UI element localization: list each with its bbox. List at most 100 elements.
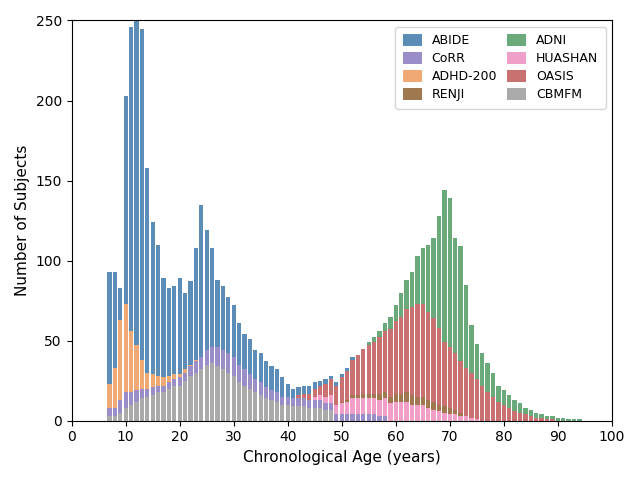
Bar <box>145 372 149 389</box>
Bar <box>485 392 490 421</box>
Bar <box>426 245 430 312</box>
Bar <box>243 334 246 370</box>
Bar <box>291 398 295 406</box>
Bar <box>334 382 339 385</box>
Bar <box>156 245 160 376</box>
Bar <box>356 414 360 421</box>
Bar <box>140 28 144 360</box>
Bar <box>513 411 516 421</box>
Bar <box>302 385 306 394</box>
Bar <box>491 372 495 396</box>
Bar <box>183 370 188 372</box>
Bar <box>350 414 355 421</box>
Bar <box>464 416 468 421</box>
Bar <box>340 403 344 414</box>
Bar <box>345 414 349 421</box>
Bar <box>113 368 117 408</box>
Bar <box>194 360 198 361</box>
Bar <box>253 392 257 421</box>
Bar <box>464 285 468 368</box>
Bar <box>507 395 511 408</box>
Bar <box>442 413 447 421</box>
Bar <box>437 328 441 405</box>
Bar <box>372 337 376 342</box>
Bar <box>420 248 425 304</box>
Bar <box>458 246 463 361</box>
Bar <box>447 414 452 421</box>
Bar <box>259 382 263 395</box>
Bar <box>167 376 171 382</box>
Bar <box>323 409 328 421</box>
Bar <box>453 353 458 409</box>
Bar <box>372 342 376 394</box>
Bar <box>312 389 317 396</box>
Bar <box>129 27 133 331</box>
Bar <box>269 400 274 421</box>
Bar <box>124 392 128 408</box>
Bar <box>226 372 230 421</box>
Bar <box>378 394 381 400</box>
Bar <box>475 379 479 419</box>
Bar <box>221 350 225 370</box>
Bar <box>285 405 290 421</box>
Bar <box>561 418 565 421</box>
Bar <box>329 403 333 409</box>
Bar <box>340 401 344 403</box>
Bar <box>248 389 252 421</box>
Bar <box>334 385 339 405</box>
Bar <box>177 385 182 421</box>
Bar <box>469 324 474 372</box>
Bar <box>534 418 538 421</box>
Bar <box>415 405 419 421</box>
Bar <box>399 401 403 421</box>
Bar <box>372 414 376 421</box>
Bar <box>447 198 452 347</box>
Bar <box>140 360 144 389</box>
Bar <box>469 372 474 418</box>
Bar <box>113 416 117 421</box>
Bar <box>188 281 193 365</box>
Bar <box>318 385 323 395</box>
Bar <box>145 389 149 396</box>
Bar <box>458 361 463 413</box>
Bar <box>210 363 214 421</box>
Bar <box>388 396 392 403</box>
Bar <box>453 238 458 353</box>
Bar <box>399 317 403 394</box>
Bar <box>145 168 149 372</box>
Bar <box>199 357 204 370</box>
Bar <box>232 305 236 357</box>
Bar <box>232 357 236 376</box>
Bar <box>118 320 122 400</box>
Bar <box>237 323 241 365</box>
Bar <box>426 408 430 421</box>
Bar <box>485 363 490 392</box>
Bar <box>415 304 419 396</box>
Bar <box>318 400 323 408</box>
Bar <box>194 361 198 372</box>
Bar <box>367 342 371 346</box>
Bar <box>172 374 177 379</box>
Bar <box>529 416 533 421</box>
Bar <box>437 216 441 328</box>
Bar <box>420 396 425 405</box>
Bar <box>464 368 468 416</box>
Bar <box>340 377 344 401</box>
Bar <box>108 416 111 421</box>
Bar <box>394 322 398 394</box>
X-axis label: Chronological Age (years): Chronological Age (years) <box>243 450 440 465</box>
Bar <box>475 344 479 379</box>
Bar <box>302 398 306 406</box>
Bar <box>502 405 506 421</box>
Bar <box>540 414 544 418</box>
Bar <box>323 403 328 409</box>
Bar <box>345 368 349 371</box>
Bar <box>280 396 284 405</box>
Bar <box>285 384 290 396</box>
Bar <box>378 337 381 394</box>
Bar <box>426 400 430 408</box>
Bar <box>253 350 257 379</box>
Bar <box>480 353 484 385</box>
Bar <box>134 346 139 390</box>
Bar <box>108 384 111 408</box>
